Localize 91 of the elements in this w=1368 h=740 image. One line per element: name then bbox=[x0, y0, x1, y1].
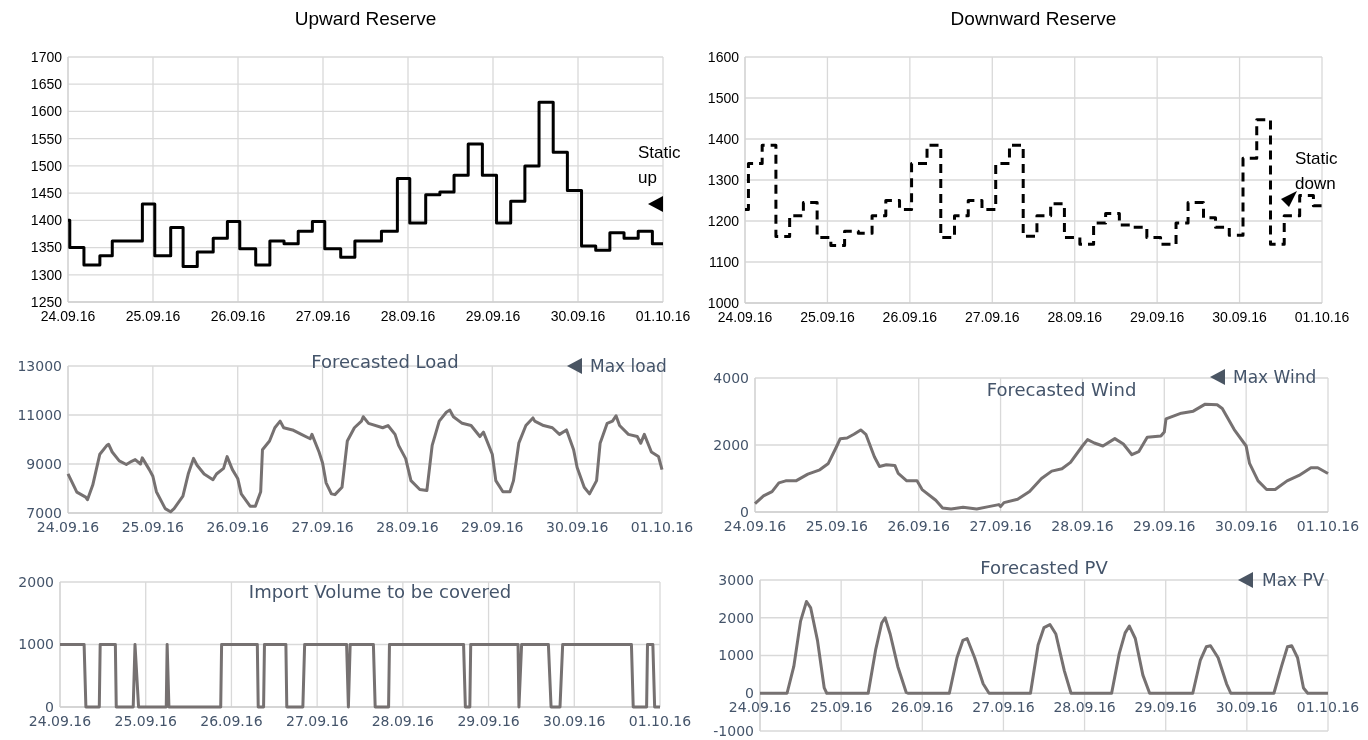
x-tick-label: 30.09.16 bbox=[545, 519, 609, 535]
y-tick-label: 2000 bbox=[713, 436, 749, 453]
x-tick-label: 29.09.16 bbox=[1134, 699, 1197, 716]
annotation: Max Wind bbox=[1233, 366, 1317, 387]
annotation: Static down bbox=[1295, 148, 1339, 193]
x-tick-label: 01.10.16 bbox=[1294, 309, 1350, 325]
y-tick-label: 0 bbox=[45, 698, 54, 715]
x-tick-label: 30.09.16 bbox=[550, 308, 606, 324]
x-tick-label: 30.09.16 bbox=[1215, 699, 1279, 716]
y-tick-label: 1200 bbox=[707, 212, 740, 229]
y-tick-label: 11000 bbox=[17, 406, 62, 423]
x-tick-label: 29.09.16 bbox=[1129, 309, 1185, 325]
x-tick-label: 24.09.16 bbox=[40, 308, 96, 324]
x-tick-label: 01.10.16 bbox=[630, 519, 694, 535]
x-tick-label: 26.09.16 bbox=[206, 519, 269, 535]
y-tick-label: 3000 bbox=[718, 571, 754, 588]
x-tick-label: 28.09.16 bbox=[371, 713, 435, 729]
chart-title: Upward Reserve bbox=[294, 7, 437, 29]
x-tick-label: 24.09.16 bbox=[36, 519, 100, 535]
x-tick-label: 26.09.16 bbox=[887, 518, 950, 534]
y-tick-label: 1000 bbox=[707, 294, 740, 311]
x-tick-label: 24.09.16 bbox=[723, 518, 787, 534]
x-tick-label: 25.09.16 bbox=[114, 713, 177, 729]
y-tick-label: 1400 bbox=[707, 130, 740, 147]
x-tick-label: 29.09.16 bbox=[1133, 518, 1196, 534]
x-tick-label: 25.09.16 bbox=[800, 309, 855, 325]
x-tick-label: 26.09.16 bbox=[210, 308, 266, 324]
annotation: Max load bbox=[590, 355, 667, 376]
x-tick-label: 01.10.16 bbox=[1296, 699, 1360, 716]
chart-title: Import Volume to be covered bbox=[248, 581, 512, 603]
annotation: Static up bbox=[638, 142, 682, 187]
x-tick-label: 27.09.16 bbox=[291, 519, 354, 535]
y-tick-label: 1250 bbox=[30, 293, 63, 310]
y-tick-label: 2000 bbox=[718, 609, 754, 626]
x-tick-label: 25.09.16 bbox=[809, 699, 873, 716]
y-tick-label: 9000 bbox=[26, 455, 62, 472]
x-tick-label: 01.10.16 bbox=[1296, 518, 1360, 534]
x-tick-label: 29.09.16 bbox=[465, 308, 521, 324]
x-tick-label: 24.09.16 bbox=[728, 699, 792, 716]
x-tick-label: 25.09.16 bbox=[121, 519, 185, 535]
y-tick-label: 1300 bbox=[30, 266, 63, 283]
y-tick-label: 1450 bbox=[30, 185, 63, 202]
x-tick-label: 27.09.16 bbox=[969, 518, 1032, 534]
y-tick-label: 0 bbox=[740, 503, 749, 520]
x-tick-label: 24.09.16 bbox=[717, 309, 773, 325]
x-tick-label: 27.09.16 bbox=[285, 713, 349, 729]
y-tick-label: 13000 bbox=[17, 357, 62, 374]
x-tick-label: 28.09.16 bbox=[380, 308, 436, 324]
x-tick-label: 29.09.16 bbox=[457, 713, 520, 729]
x-tick-label: 27.09.16 bbox=[295, 308, 351, 324]
y-tick-label: 4000 bbox=[713, 369, 749, 386]
y-tick-label: 0 bbox=[745, 685, 754, 702]
y-tick-label: 1700 bbox=[30, 48, 63, 65]
x-tick-label: 28.09.16 bbox=[1053, 699, 1116, 716]
chart-title: Forecasted Load bbox=[311, 351, 459, 373]
x-tick-label: 01.10.16 bbox=[635, 308, 691, 324]
y-tick-label: 1550 bbox=[30, 130, 63, 147]
x-tick-label: 01.10.16 bbox=[628, 713, 692, 729]
x-tick-label: 24.09.16 bbox=[28, 713, 92, 729]
x-tick-label: 29.09.16 bbox=[461, 519, 524, 535]
x-tick-label: 30.09.16 bbox=[543, 713, 606, 729]
x-tick-label: 28.09.16 bbox=[376, 519, 439, 535]
y-tick-label: 7000 bbox=[26, 504, 62, 521]
x-tick-label: 30.09.16 bbox=[1212, 309, 1268, 325]
x-tick-label: 27.09.16 bbox=[972, 699, 1035, 716]
x-tick-label: 25.09.16 bbox=[125, 308, 181, 324]
chart-title: Forecasted PV bbox=[980, 557, 1109, 579]
x-tick-label: 26.09.16 bbox=[891, 699, 954, 716]
y-tick-label: 1600 bbox=[30, 103, 63, 120]
y-tick-label: 1400 bbox=[30, 212, 63, 229]
y-tick-label: 1100 bbox=[708, 253, 740, 270]
y-tick-label: 1650 bbox=[30, 76, 63, 93]
x-tick-label: 26.09.16 bbox=[882, 309, 938, 325]
x-tick-label: 27.09.16 bbox=[965, 309, 1020, 325]
x-tick-label: 25.09.16 bbox=[805, 518, 869, 534]
y-tick-label: 1000 bbox=[718, 647, 754, 664]
x-tick-label: 30.09.16 bbox=[1214, 518, 1278, 534]
y-tick-label: 1350 bbox=[30, 239, 63, 256]
x-tick-label: 26.09.16 bbox=[200, 713, 263, 729]
y-tick-label: 1500 bbox=[707, 89, 740, 106]
y-tick-label: 1500 bbox=[30, 157, 63, 174]
y-tick-label: 2000 bbox=[18, 573, 54, 590]
chart-title: Downward Reserve bbox=[950, 7, 1117, 29]
y-tick-label: 1300 bbox=[707, 171, 740, 188]
x-tick-label: 28.09.16 bbox=[1051, 518, 1114, 534]
chart-title: Forecasted Wind bbox=[986, 379, 1137, 401]
annotation: Max PV bbox=[1262, 569, 1325, 590]
y-tick-label: 1000 bbox=[18, 636, 54, 653]
y-tick-label: 1600 bbox=[707, 48, 740, 65]
x-tick-label: 28.09.16 bbox=[1047, 309, 1103, 325]
y-tick-label: -1000 bbox=[713, 722, 754, 739]
